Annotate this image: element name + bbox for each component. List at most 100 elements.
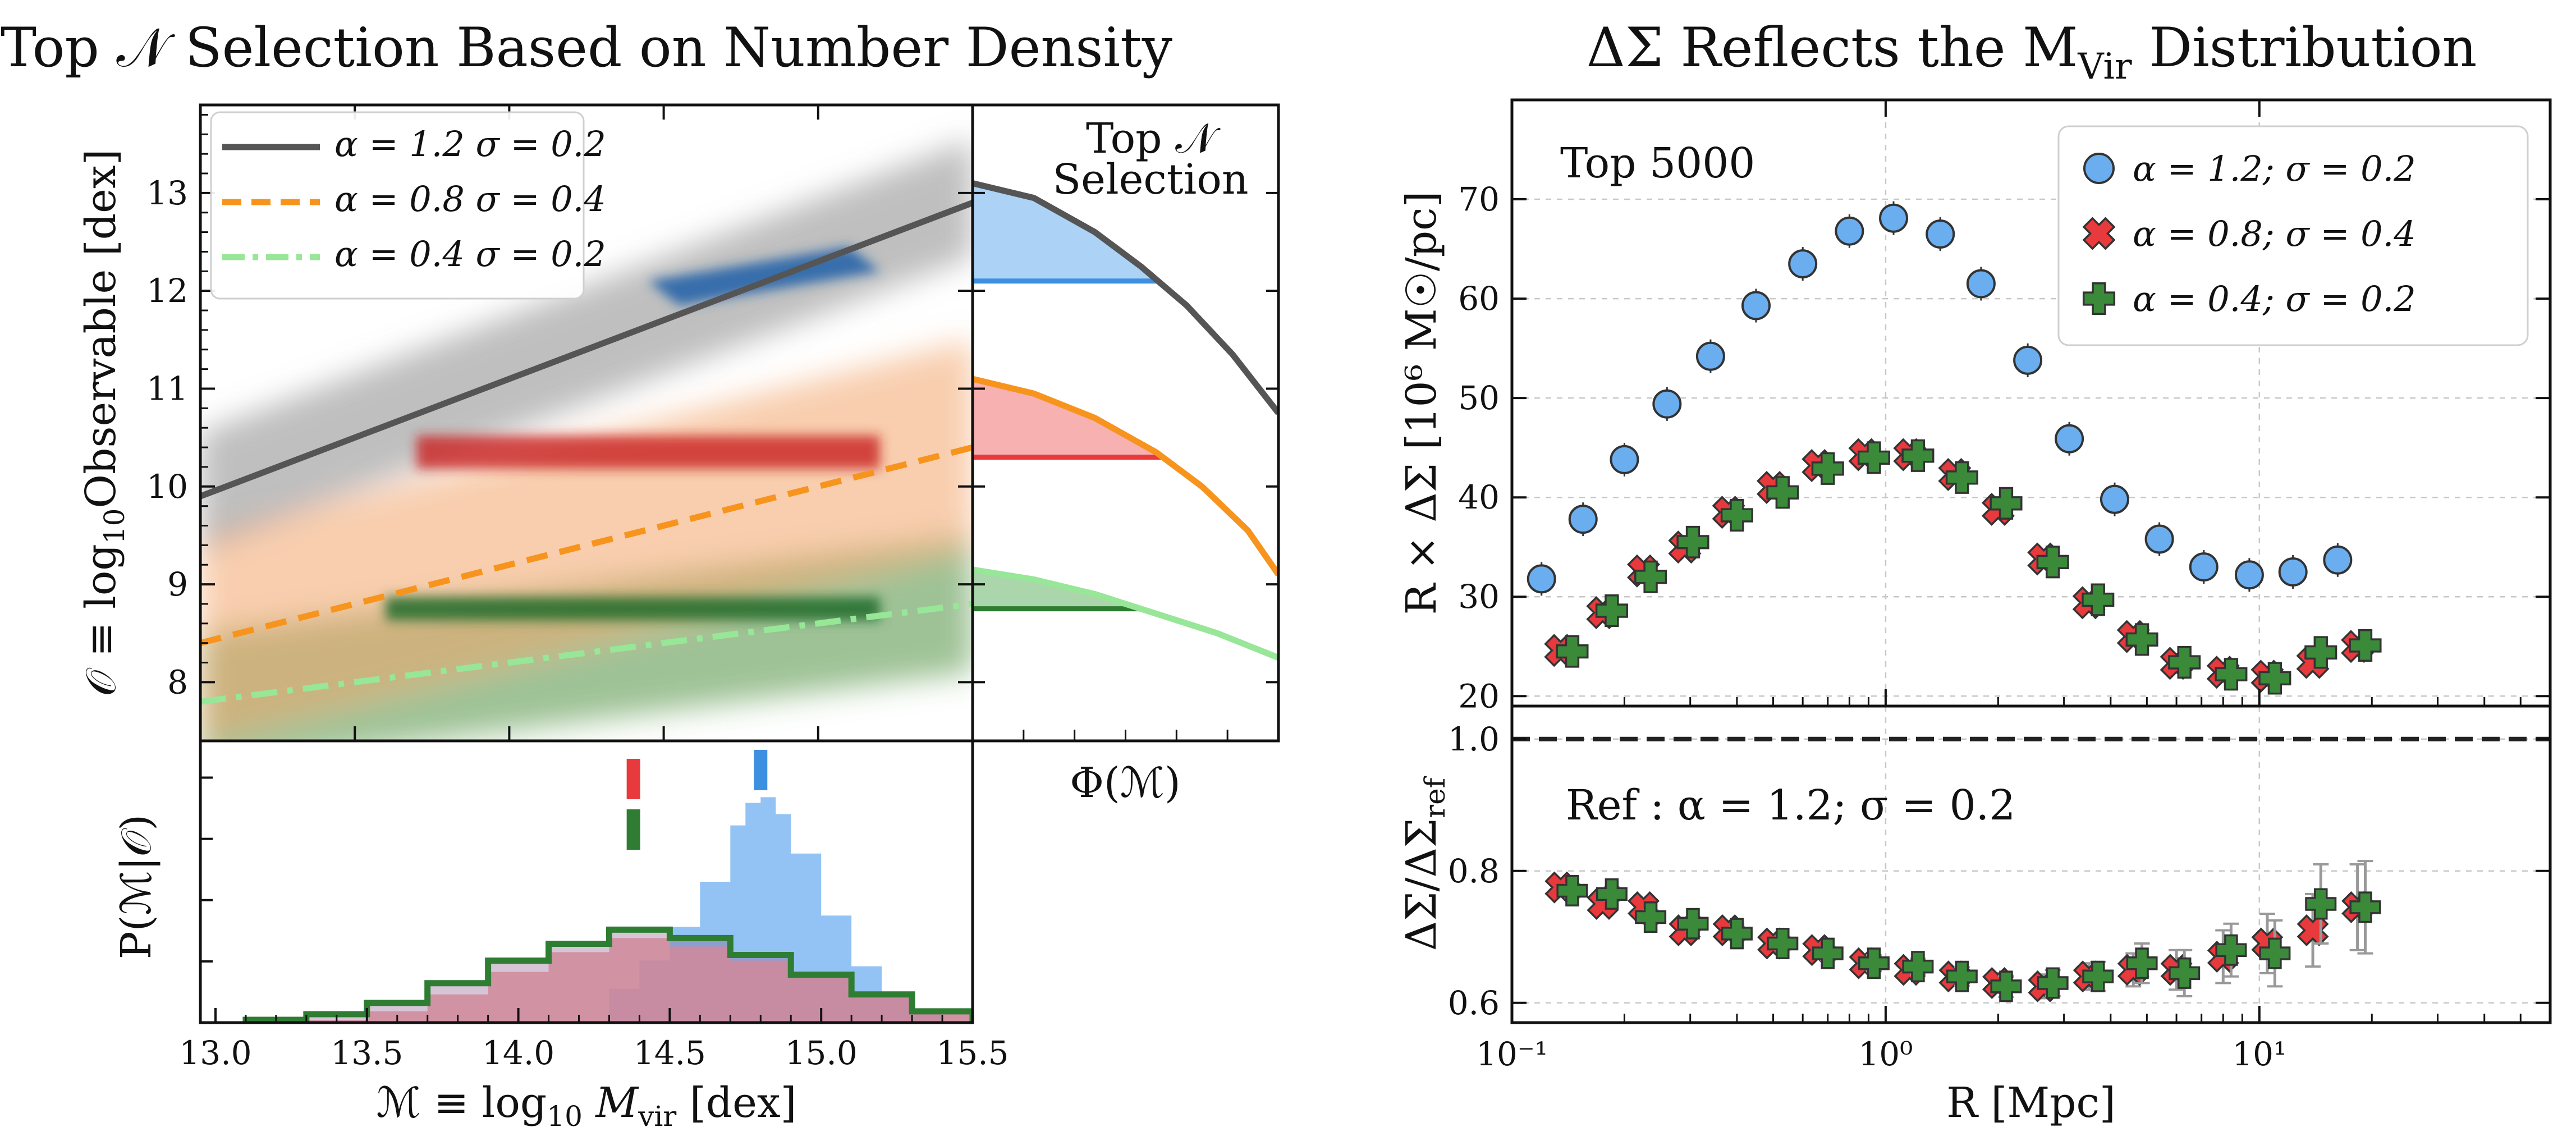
number-density-x-axis-label: Φ(ℳ): [1070, 759, 1181, 807]
delta-sigma-point-circle: [2013, 345, 2043, 375]
mass-xtick-label: 15.0: [785, 1034, 858, 1072]
ratio-xtick-label: 10⁰: [1858, 1035, 1913, 1073]
ratio-ylabel-sub: ref: [1419, 776, 1451, 818]
delta-sigma-ytick-label: 70: [1458, 180, 1500, 218]
delta-sigma-point-circle: [1527, 564, 1556, 594]
delta-sigma-point-circle: [1741, 291, 1771, 320]
number-density-fill-2: [973, 379, 1163, 457]
delta-sigma-legend-marker: [2083, 153, 2115, 184]
density-clouds: [200, 139, 973, 741]
delta-sigma-point-plus: [1676, 525, 1709, 558]
delta-sigma-point-circle: [2144, 524, 2174, 554]
ratio-point-plus: [1596, 878, 1628, 910]
ratio-panel: 0.6 0.8 1.0 10⁻¹ 10⁰ 10¹ Ref : α = 1.2; σ = 0…: [1397, 100, 2552, 1127]
delta-sigma-grid: [1512, 100, 2550, 706]
mass-pdf-ticks: 13.0 13.5 14.0 14.5 15.0 15.5: [179, 776, 1009, 1072]
delta-sigma-point-circle: [1966, 269, 1996, 299]
delta-sigma-point-plus: [1945, 461, 1978, 494]
ratio-x-axis-label: R [Mpc]: [1946, 1079, 2116, 1127]
delta-sigma-point-plus: [1811, 452, 1844, 485]
delta-sigma-ytick-label: 30: [1458, 578, 1500, 616]
hexbin-legend-box: [210, 111, 585, 300]
mass-xtick-label: 15.5: [936, 1034, 1009, 1072]
delta-sigma-y-axis-label: R × ΔΣ [10⁶ M☉/pc]: [1397, 191, 1446, 615]
delta-sigma-ticks: 20 30 40 50 60 70: [1458, 180, 2550, 715]
ratio-y-axis-label: ΔΣ/ΔΣref: [1397, 776, 1451, 951]
gray-density-cloud: [200, 139, 973, 551]
mass-xtick-label: 13.0: [179, 1034, 251, 1072]
hexbin-ylabel-tail: Observable [dex]: [77, 149, 125, 509]
delta-sigma-point-circle: [1788, 249, 1818, 279]
trend-line-1: [200, 200, 973, 500]
right-title-sub: Vir: [2077, 46, 2132, 88]
hexbin-ytick-label: 8: [167, 663, 188, 701]
mass-xlabel-msub: vir: [638, 1100, 676, 1133]
number-density-curve-1: [973, 180, 1278, 415]
ratio-point-plus: [2037, 967, 2069, 999]
delta-sigma-point-circle: [1879, 203, 1909, 233]
delta-sigma-point-circle: [2323, 545, 2353, 575]
mass-xlabel-tail: [dex]: [676, 1079, 796, 1127]
ratio-ylabel-main: ΔΣ/ΔΣ: [1397, 818, 1446, 951]
hexbin-ylabel-main: 𝒪 ≡ log: [77, 544, 125, 696]
ratio-annotation: Ref : α = 1.2; σ = 0.2: [1566, 781, 2015, 830]
delta-sigma-point-plus: [2258, 662, 2291, 695]
ratio-xtick-label: 10⁻¹: [1476, 1035, 1548, 1073]
number-density-curves: [973, 180, 1278, 661]
delta-sigma-point-plus: [2125, 623, 2158, 656]
delta-sigma-point-plus: [2215, 658, 2248, 691]
delta-sigma-annotation: Top 5000: [1560, 139, 1755, 187]
ratio-point-plus: [1677, 908, 1709, 940]
ratio-point-plus: [2169, 957, 2201, 989]
hexbin-ytick-label: 9: [167, 565, 188, 603]
delta-sigma-point-circle: [2055, 424, 2084, 454]
red-density-core: [416, 436, 880, 469]
mass-xtick-label: 14.5: [634, 1034, 706, 1072]
delta-sigma-ytick-label: 40: [1458, 478, 1500, 516]
delta-sigma-ytick-label: 60: [1458, 280, 1500, 318]
ratio-frame: [1510, 704, 2552, 1024]
ratio-point-plus: [1990, 970, 2022, 1002]
delta-sigma-ytick-label: 50: [1458, 379, 1500, 417]
delta-sigma-point-circle: [2100, 484, 2129, 514]
density-core-layer: [386, 246, 880, 621]
mass-median-green: [626, 809, 640, 850]
delta-sigma-point-plus: [2168, 646, 2201, 679]
ratio-point-plus: [1902, 951, 1934, 983]
number-density-curve-2: [973, 375, 1278, 576]
delta-sigma-point-circle: [2234, 560, 2264, 590]
number-density-title-line2: Selection: [1052, 155, 1248, 204]
ratio-point-plus: [2259, 937, 2291, 969]
hexbin-legend: α = 1.2 σ = 0.2 α = 0.8 σ = 0.4 α = 0.4 σ …: [210, 111, 606, 300]
delta-sigma-point-circle: [1610, 445, 1639, 474]
mass-pdf-frame: [199, 739, 974, 1024]
ratio-point-plus: [2305, 888, 2337, 920]
delta-sigma-legend-label: α = 0.8; σ = 0.4: [2133, 213, 2416, 254]
delta-sigma-point-circle: [1926, 219, 1955, 249]
delta-sigma-point-plus: [1901, 439, 1935, 472]
hexbin-legend-label: α = 1.2 σ = 0.2: [334, 123, 606, 164]
hexbin-y-axis-label: 𝒪 ≡ log10Observable [dex]: [77, 149, 131, 697]
mass-xtick-label: 13.5: [331, 1034, 403, 1072]
ratio-point-plus: [2126, 947, 2158, 979]
delta-sigma-point-plus: [1857, 441, 1890, 474]
delta-sigma-point-plus: [2349, 629, 2382, 662]
delta-sigma-legend-label: α = 1.2; σ = 0.2: [2133, 148, 2416, 189]
mass-xtick-label: 14.0: [482, 1034, 554, 1072]
delta-sigma-point-circle: [1695, 341, 1725, 371]
mass-xlabel-sub: 10: [547, 1100, 583, 1133]
mass-pdf-panel: 13.0 13.5 14.0 14.5 15.0 15.5 P(ℳ|𝒪) ℳ ≡ log1…: [112, 739, 1009, 1133]
ratio-point-plus: [1556, 875, 1588, 906]
delta-sigma-point-plus: [2036, 546, 2069, 579]
hexbin-ytick-label: 13: [146, 174, 188, 212]
trend-lines: [200, 200, 973, 705]
delta-sigma-point-circle: [1568, 505, 1598, 534]
delta-sigma-point-circle: [2189, 552, 2219, 582]
hexbin-ytick-label: 11: [146, 369, 188, 407]
ratio-point-plus: [2082, 960, 2114, 992]
ratio-point-plus: [2349, 891, 2381, 923]
ratio-points: [1544, 860, 2381, 1002]
mass-median-red: [626, 759, 640, 799]
mass-median-blue: [754, 750, 768, 790]
